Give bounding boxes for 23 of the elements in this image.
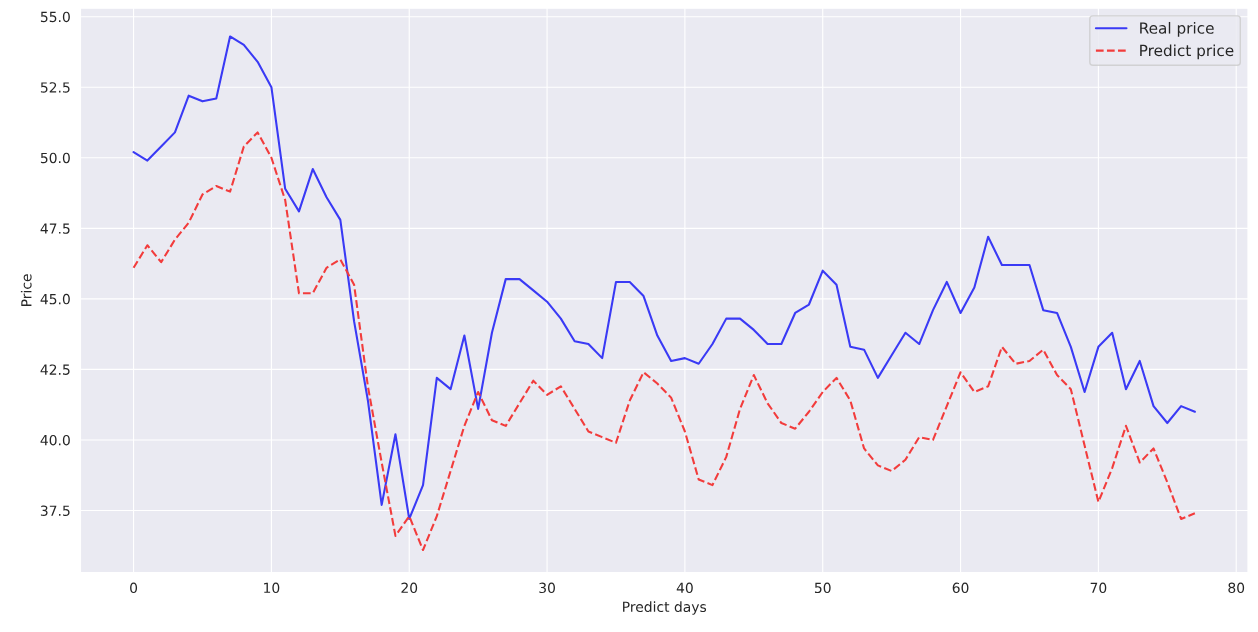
- x-tick-label: 0: [130, 582, 138, 594]
- x-tick-label: 10: [264, 582, 280, 594]
- x-tick-label: 80: [1228, 582, 1245, 594]
- x-tick-label: 60: [952, 582, 969, 594]
- line-series: [132, 131, 1196, 552]
- y-tick-label: 47.5: [40, 223, 70, 234]
- y-tick-label: 55.0: [40, 11, 70, 23]
- y-tick-label: 52.5: [40, 82, 70, 93]
- y-tick-label: 45.0: [40, 293, 70, 305]
- legend-label: Predict price: [1140, 44, 1234, 60]
- y-axis-title: Price: [20, 274, 32, 306]
- x-tick-label: 30: [539, 582, 555, 594]
- x-tick-label: 50: [814, 582, 831, 594]
- x-axis-title: Predict days: [623, 601, 707, 615]
- x-tick-label: 20: [401, 582, 418, 594]
- y-tick-label: 40.0: [40, 434, 70, 446]
- x-tick-label: 40: [676, 582, 693, 594]
- y-tick-label: 42.5: [40, 364, 70, 375]
- y-tick-label: 50.0: [40, 152, 70, 164]
- line-series: [132, 35, 1196, 521]
- x-tick-label: 70: [1090, 582, 1107, 594]
- legend-label: Real price: [1140, 21, 1214, 37]
- y-tick-label: 37.5: [40, 505, 70, 516]
